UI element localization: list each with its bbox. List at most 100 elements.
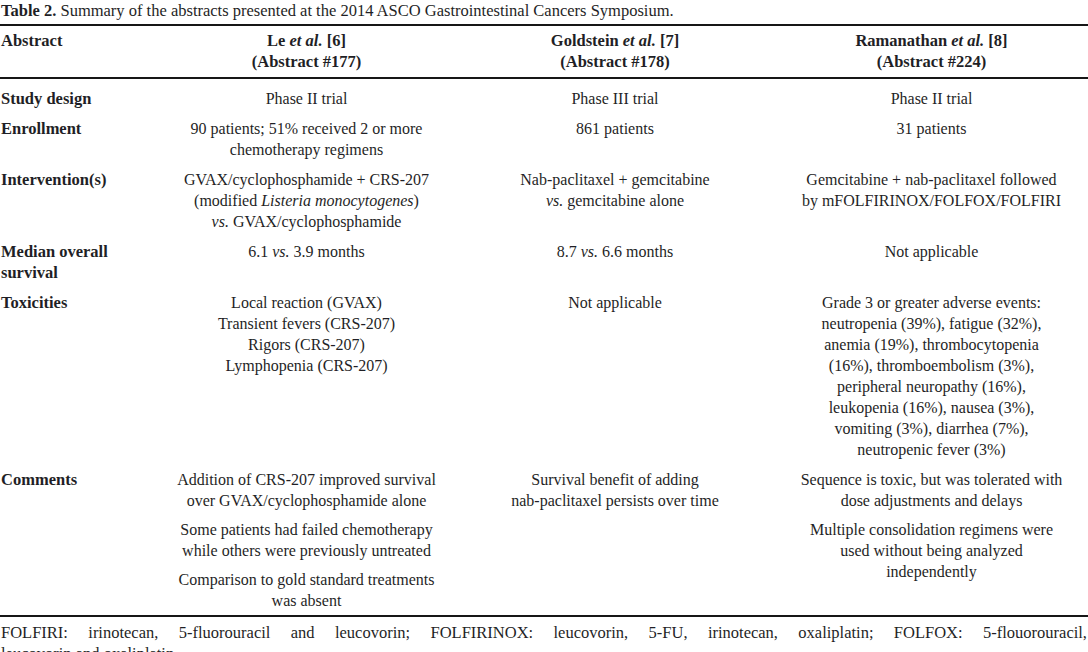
row-label: Toxicities [0,283,158,313]
paragraph: Phase II trial [777,88,1086,109]
text-segment: Sequence is toxic, but was tolerated wit… [801,471,1063,488]
paragraph: Not applicable [457,292,773,313]
text-segment: Gemcitabine + nab-paclitaxel followed [806,171,1056,188]
paragraph: Multiple consolidation regimens wereused… [777,519,1086,582]
paragraph: Goldstein et al. [7] (Abstract #178) [455,30,775,72]
paragraph: Not applicable [777,241,1086,262]
text-segment: Ramanathan [855,31,951,50]
table-cell: Gemcitabine + nab-paclitaxel followed by … [775,160,1088,211]
text-segment: while others were previously untreated [182,542,431,559]
text-segment: by mFOLFIRINOX/FOLFOX/FOLFIRI [802,192,1061,209]
text-segment: Phase III trial [571,90,658,107]
text-segment: 6.6 months [598,243,673,260]
footnote-line-1: FOLFIRI: irinotecan, 5-fluorouracil and … [1,622,1087,643]
row-label: Median overall survival [0,232,158,283]
text-segment: 31 patients [897,120,967,137]
paragraph: Sequence is toxic, but was tolerated wit… [777,469,1086,511]
table-cell: Addition of CRS-207 improved survivalove… [158,460,455,611]
table-caption: Table 2. Summary of the abstracts presen… [0,0,1088,24]
text-segment: vs. [272,243,289,260]
text-segment: (Abstract #224) [877,52,987,71]
text-segment: used without being analyzed [840,542,1023,559]
column-header-study: Le et al. [6](Abstract #177) [158,26,455,72]
table-cell: Survival benefit of addingnab-paclitaxel… [455,460,775,511]
paragraph: Local reaction (GVAX)Transient fevers (C… [160,292,453,376]
table-cell: Nab-paclitaxel + gemcitabine vs. gemcitab… [455,160,775,211]
text-segment: 3.9 months [290,243,365,260]
text-segment: Le [267,31,289,50]
text-segment: Some patients had failed chemotherapy [180,521,432,538]
column-header-study: Ramanathan et al. [8](Abstract #224) [775,26,1088,72]
text-segment: Nab-paclitaxel + gemcitabine [520,171,709,188]
row-label: Comments [0,460,158,490]
paragraph: Phase II trial [160,88,453,109]
table-cell: Sequence is toxic, but was tolerated wit… [775,460,1088,582]
column-header-study: Goldstein et al. [7] (Abstract #178) [455,26,775,72]
summary-table: AbstractLe et al. [6](Abstract #177)Gold… [0,26,1088,611]
text-segment: GVAX/cyclophosphamide [229,213,402,230]
text-segment: Phase II trial [891,90,973,107]
text-segment: Comparison to gold standard treatments [179,571,435,588]
paragraph: 6.1 vs. 3.9 months [160,241,453,262]
text-segment: Grade 3 or greater adverse events: [822,294,1041,311]
paragraph: Nab-paclitaxel + gemcitabine vs. gemcitab… [457,169,773,211]
text-segment: Not applicable [885,243,979,260]
text-segment: Listeria monocytogenes [261,192,413,209]
table-cell: Grade 3 or greater adverse events: neutro… [775,283,1088,460]
text-segment: Rigors (CRS-207) [248,336,365,353]
row-label: Study design [0,79,158,109]
table-caption-number: Table 2. [1,1,56,20]
text-segment: [7] [656,31,679,50]
paragraph: Ramanathan et al. [8](Abstract #224) [775,30,1088,72]
table-cell: 6.1 vs. 3.9 months [158,232,455,262]
text-segment: gemcitabine alone [563,192,684,209]
text-segment: 90 patients; 51% received 2 or more [191,120,423,137]
column-header-row-label: Abstract [0,26,158,51]
paragraph: 90 patients; 51% received 2 or more chemo… [160,118,453,160]
text-segment: chemotherapy regimens [230,141,383,158]
text-segment: ) [414,192,419,209]
table-cell: GVAX/cyclophosphamide + CRS-207(modified… [158,160,455,232]
table-cell: Not applicable [455,283,775,313]
paragraph: Survival benefit of addingnab-paclitaxel… [457,469,773,511]
table-cell: Local reaction (GVAX)Transient fevers (C… [158,283,455,376]
table-cell: 31 patients [775,109,1088,139]
table-cell: Phase III trial [455,79,775,109]
paragraph: Comparison to gold standard treatmentswa… [160,569,453,611]
paragraph: Phase III trial [457,88,773,109]
paper-page: Table 2. Summary of the abstracts presen… [0,0,1088,652]
paragraph: 31 patients [777,118,1086,139]
table-cell: Not applicable [775,232,1088,262]
text-segment: Not applicable [568,294,662,311]
text-segment: neutropenic fever (3%) [857,441,1005,458]
text-segment: independently [886,563,977,580]
text-segment: vomiting (3%), diarrhea (7%), [834,420,1028,437]
paragraph: Le et al. [6](Abstract #177) [158,30,455,72]
text-segment: (modified [194,192,261,209]
text-segment: Addition of CRS-207 improved survival [177,471,436,488]
text-segment: vs. [212,213,229,230]
text-segment: vs. [546,192,563,209]
text-segment: et al. [290,31,323,50]
table-cell: 8.7 vs. 6.6 months [455,232,775,262]
paragraph: GVAX/cyclophosphamide + CRS-207(modified… [160,169,453,232]
text-segment: [6] [323,31,346,50]
text-segment: et al. [623,31,656,50]
row-label: Enrollment [0,109,158,139]
text-segment: Local reaction (GVAX) [231,294,382,311]
text-segment: 6.1 [248,243,272,260]
text-segment: Goldstein [551,31,623,50]
row-label: Intervention(s) [0,160,158,190]
text-segment: leukopenia (16%), nausea (3%), [829,399,1035,416]
table-cell: Phase II trial [158,79,455,109]
text-segment: nab-paclitaxel persists over time [511,492,718,509]
text-segment: (Abstract #178) [560,52,670,71]
text-segment: vs. [581,243,598,260]
table-cell: 90 patients; 51% received 2 or more chemo… [158,109,455,160]
text-segment: et al. [951,31,984,50]
text-segment: anemia (19%), thrombocytopenia [824,336,1039,353]
text-segment: 8.7 [557,243,581,260]
paragraph: Addition of CRS-207 improved survivalove… [160,469,453,511]
paragraph: Grade 3 or greater adverse events: neutro… [777,292,1086,460]
footnote-line-2: leucovorin and oxaliplatin [1,643,1087,652]
